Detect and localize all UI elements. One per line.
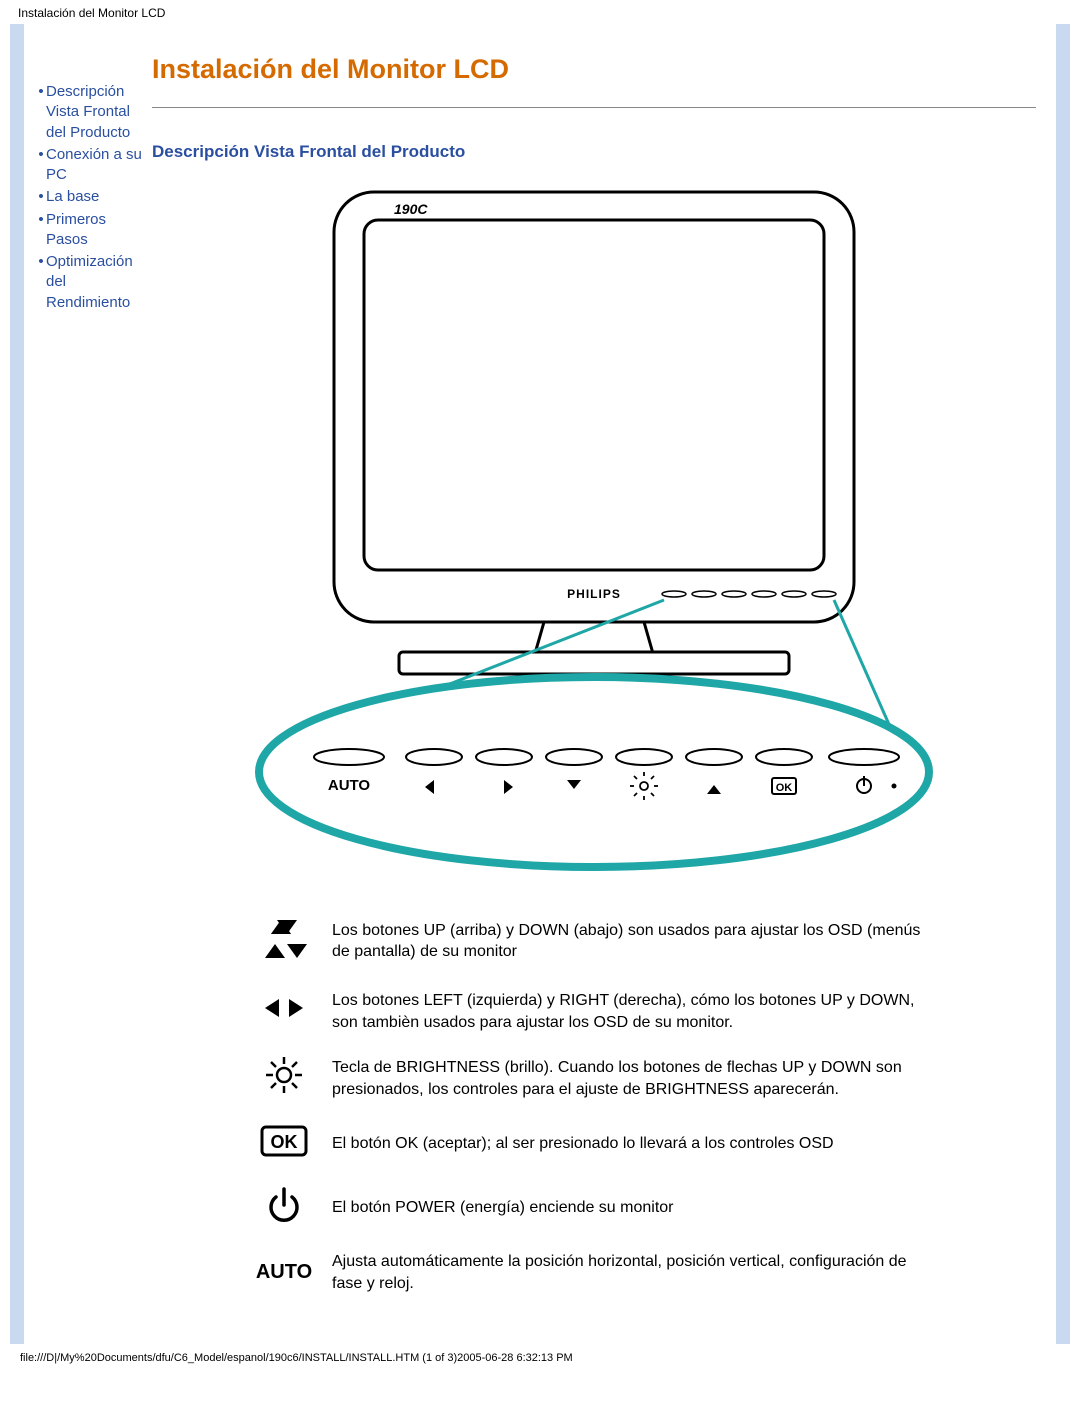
- sidebar-item-label: Descripción Vista Frontal del Producto: [46, 82, 144, 143]
- divider: [152, 107, 1036, 108]
- control-panel-ellipse: [259, 677, 929, 867]
- svg-text:OK: OK: [271, 1132, 298, 1152]
- model-label: 190C: [394, 201, 428, 217]
- button-description-table: Los botones UP (arriba) y DOWN (abajo) s…: [244, 902, 944, 1304]
- table-row: AUTO Ajusta automáticamente la posición …: [244, 1241, 944, 1304]
- content-frame: • Descripción Vista Frontal del Producto…: [10, 24, 1070, 1344]
- sidebar-item-optimizacion[interactable]: • Optimización del Rendimiento: [36, 252, 144, 313]
- table-row: Los botones UP (arriba) y DOWN (abajo) s…: [244, 902, 944, 980]
- sidebar-item-label: La base: [46, 187, 99, 207]
- sidebar-item-primeros[interactable]: • Primeros Pasos: [36, 210, 144, 251]
- sidebar-nav: • Descripción Vista Frontal del Producto…: [36, 54, 144, 315]
- brightness-icon: [244, 1043, 324, 1114]
- panel-auto-label: AUTO: [328, 777, 371, 794]
- table-row: El botón POWER (energía) enciende su mon…: [244, 1175, 944, 1242]
- bullet-icon: •: [36, 187, 46, 207]
- footer-path: file:///D|/My%20Documents/dfu/C6_Model/e…: [0, 1344, 1080, 1372]
- description-text: El botón POWER (energía) enciende su mon…: [324, 1175, 944, 1242]
- main-content: Instalación del Monitor LCD Descripción …: [144, 54, 1036, 1304]
- table-row: OK El botón OK (aceptar); al ser presion…: [244, 1114, 944, 1175]
- ok-icon: OK: [244, 1114, 324, 1175]
- monitor-diagram: 190C PHILIPS: [234, 182, 954, 872]
- description-text: El botón OK (aceptar); al ser presionado…: [324, 1114, 944, 1175]
- sidebar-item-label: Primeros Pasos: [46, 210, 144, 251]
- table-row: Tecla de BRIGHTNESS (brillo). Cuando los…: [244, 1043, 944, 1114]
- sidebar-item-descripcion[interactable]: • Descripción Vista Frontal del Producto: [36, 82, 144, 143]
- brand-label: PHILIPS: [567, 587, 621, 601]
- auto-icon: AUTO: [244, 1241, 324, 1304]
- left-right-icon: [244, 980, 324, 1043]
- sidebar-item-label: Optimización del Rendimiento: [46, 252, 144, 313]
- bullet-icon: •: [36, 210, 46, 251]
- up-down-icon: [244, 902, 324, 980]
- bullet-icon: •: [36, 252, 46, 313]
- header-path: Instalación del Monitor LCD: [0, 0, 1080, 24]
- bullet-icon: •: [36, 145, 46, 186]
- sidebar-item-label: Conexión a su PC: [46, 145, 144, 186]
- power-icon: [244, 1175, 324, 1242]
- section-title: Descripción Vista Frontal del Producto: [152, 142, 1036, 162]
- sidebar-item-conexion[interactable]: • Conexión a su PC: [36, 145, 144, 186]
- table-row: Los botones LEFT (izquierda) y RIGHT (de…: [244, 980, 944, 1043]
- description-text: Los botones LEFT (izquierda) y RIGHT (de…: [324, 980, 944, 1043]
- description-text: Tecla de BRIGHTNESS (brillo). Cuando los…: [324, 1043, 944, 1114]
- bullet-icon: •: [36, 82, 46, 143]
- panel-ok-label: OK: [776, 782, 793, 794]
- sidebar-item-base[interactable]: • La base: [36, 187, 144, 207]
- description-text: Los botones UP (arriba) y DOWN (abajo) s…: [324, 902, 944, 980]
- page-title: Instalación del Monitor LCD: [152, 54, 1036, 85]
- description-text: Ajusta automáticamente la posición horiz…: [324, 1241, 944, 1304]
